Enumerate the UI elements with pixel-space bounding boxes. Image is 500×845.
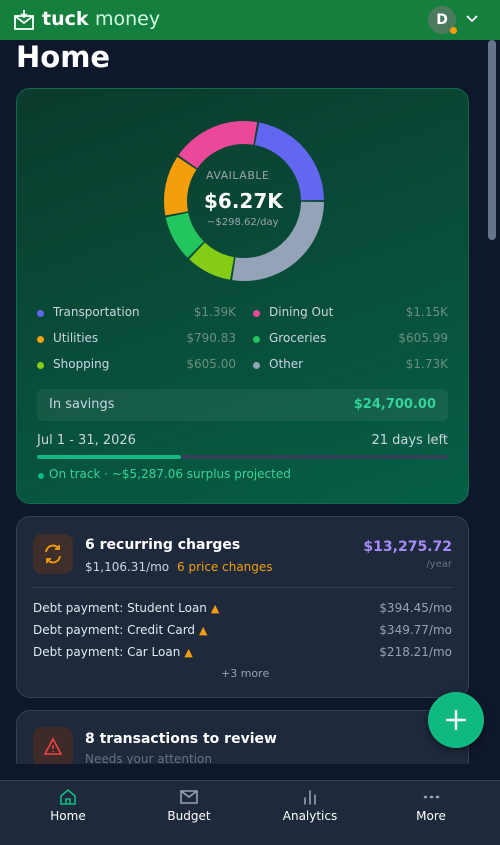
progress-fill (37, 455, 181, 459)
nav-icon[interactable] (178, 786, 200, 808)
legend-dot (253, 336, 260, 343)
recurring-yearly: $13,275.72 (363, 539, 452, 555)
icon-shape (60, 788, 76, 805)
warning-icon: ▲ (184, 646, 193, 659)
charge-name: Debt payment: Student Loan ▲ (33, 601, 220, 615)
brand-light: money (95, 8, 161, 30)
available-amount: $6.27K (204, 189, 283, 213)
legend-label: Shopping (53, 357, 110, 371)
legend-dot (37, 362, 44, 369)
legend-label: Other (269, 357, 304, 371)
recurring-monthly: $1,106.31/mo (85, 560, 170, 574)
days-left: 21 days left (371, 433, 448, 448)
legend-label: Transportation (53, 305, 140, 319)
donut-chart (164, 121, 324, 281)
donut-segment (164, 156, 197, 216)
review-title: 8 transactions to review (85, 731, 277, 747)
donut-segment (189, 242, 235, 280)
icon-shape (304, 790, 316, 805)
top-bar: tuck money D (0, 0, 500, 40)
per-day: ~$298.62/day (207, 217, 279, 228)
warning-icon: ▲ (210, 602, 220, 615)
brand: tuck (42, 8, 89, 30)
icon-shape (180, 790, 198, 804)
legend-label: Utilities (53, 331, 99, 345)
divider (33, 587, 453, 588)
page-title: Home (16, 40, 111, 74)
savings-label: In savings (49, 397, 115, 412)
charge-amount: $218.21/mo (379, 645, 452, 659)
nav-label[interactable]: Home (50, 809, 86, 823)
scrollbar (488, 40, 496, 240)
legend-label: Groceries (269, 331, 327, 345)
nav-icon[interactable] (420, 786, 442, 808)
avatar[interactable]: D (428, 6, 456, 34)
recurring-title: 6 recurring charges (85, 537, 241, 553)
legend-label: Dining Out (269, 305, 334, 319)
legend-value: $605.00 (186, 357, 236, 371)
bottom-nav: Home Budget Analytics More (0, 780, 500, 845)
charge-name: Debt payment: Car Loan ▲ (33, 645, 193, 659)
nav-icon[interactable] (57, 786, 79, 808)
legend-dot (253, 362, 260, 369)
legend-dot (37, 310, 44, 317)
review-icon (33, 727, 73, 767)
donut-segment (165, 212, 204, 258)
charge-name: Debt payment: Credit Card ▲ (33, 623, 208, 637)
warning-icon: ▲ (199, 624, 208, 637)
available-label: AVAILABLE (206, 169, 270, 182)
recurring-card[interactable]: 6 recurring charges $1,106.31/mo 6 price… (16, 516, 469, 698)
charge-amount: $349.77/mo (379, 623, 452, 637)
nav-label[interactable]: More (416, 809, 446, 823)
yearly-unit: /year (426, 559, 452, 570)
nav-label[interactable]: Analytics (282, 809, 338, 823)
donut-segment (254, 122, 324, 201)
donut-segment (178, 121, 258, 169)
fade (0, 764, 485, 780)
donut-segment (232, 201, 324, 281)
review-subtitle: Needs your attention (85, 752, 212, 766)
nav-icon[interactable] (299, 786, 321, 808)
legend-value: $1.73K (405, 357, 448, 371)
chevron[interactable] (466, 14, 478, 24)
nav-label[interactable]: Budget (167, 809, 211, 823)
legend-value: $790.83 (186, 331, 236, 345)
recurring-icon (33, 534, 73, 574)
savings-amount: $24,700.00 (353, 397, 436, 412)
savings-box: In savings $24,700.00 (37, 389, 448, 421)
legend-value: $1.39K (193, 305, 236, 319)
legend-value: $1.15K (405, 305, 448, 319)
add-button[interactable] (428, 692, 484, 748)
legend-value: $605.99 (398, 331, 448, 345)
status-dot (38, 473, 44, 479)
more-link[interactable]: +3 more (221, 667, 270, 680)
status-dot (450, 27, 457, 34)
status-text: On track · ~$5,287.06 surplus projected (49, 467, 291, 481)
legend-dot (253, 310, 260, 317)
logo-icon (14, 10, 34, 30)
progress-track (37, 455, 448, 459)
price-changes: 6 price changes (177, 560, 273, 574)
charge-amount: $394.45/mo (379, 601, 452, 615)
period: Jul 1 - 31, 2026 (37, 433, 136, 448)
budget-card: AVAILABLE $6.27K ~$298.62/day In savings… (16, 88, 469, 504)
legend-dot (37, 336, 44, 343)
